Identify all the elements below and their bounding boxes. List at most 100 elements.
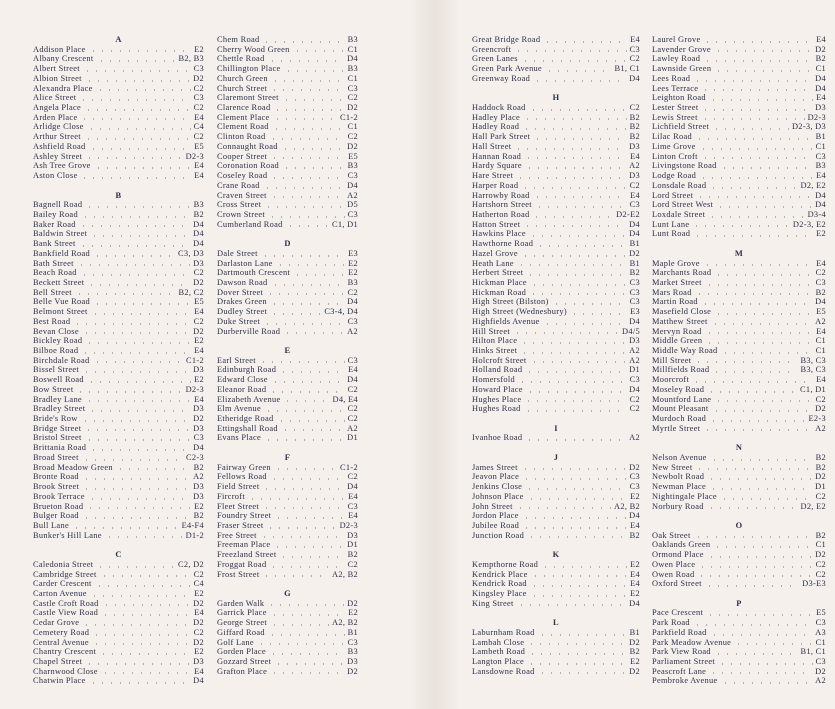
- street-name: Chem Road: [217, 35, 260, 44]
- street-entry: Bronte Road A2: [33, 472, 204, 482]
- leader-dots: [520, 351, 627, 354]
- leader-dots: [719, 167, 813, 170]
- street-name: King Street: [472, 598, 514, 608]
- street-entry: Murdoch Road E2-3: [652, 414, 826, 424]
- street-entry: Owen Place C2: [652, 560, 826, 570]
- street-name: Newbolt Road: [652, 472, 705, 482]
- grid-reference: E3: [348, 248, 358, 258]
- street-name: Lunt Lane: [652, 219, 690, 229]
- leader-dots: [698, 147, 813, 150]
- street-entry: Boswell Road E2: [33, 375, 204, 385]
- street-entry: Ash Tree Grove E4: [33, 161, 204, 171]
- street-name: Maple Grove: [652, 258, 700, 268]
- grid-reference: C2: [815, 569, 826, 579]
- street-name: Cumberland Road: [217, 219, 283, 229]
- leader-dots: [264, 410, 345, 413]
- leader-dots: [270, 312, 322, 315]
- grid-reference: C1: [815, 637, 826, 647]
- grid-reference: C3: [629, 277, 640, 287]
- street-name: Jenkins Close: [472, 482, 523, 492]
- grid-reference: C2: [193, 627, 204, 637]
- leader-dots: [270, 283, 345, 286]
- street-name: Nightingale Place: [652, 491, 717, 501]
- street-name: James Street: [472, 462, 518, 472]
- street-entry: Homersfold C3: [472, 375, 640, 385]
- street-entry: Hadley Road B2: [472, 122, 640, 132]
- grid-reference: C3: [193, 64, 204, 74]
- grid-reference: D4: [815, 200, 826, 210]
- street-name: Albert Street: [33, 64, 80, 74]
- grid-reference: C2: [347, 414, 358, 424]
- leader-dots: [697, 575, 813, 578]
- street-entry: Highfields Avenue D4: [472, 317, 640, 327]
- street-name: Hawthorne Road: [472, 239, 534, 249]
- street-name: Jordon Place: [472, 511, 519, 521]
- street-entry: Leighton Road E4: [652, 93, 826, 103]
- grid-reference: E4-F4: [181, 520, 204, 530]
- grid-reference: D3: [347, 530, 358, 540]
- leader-dots: [693, 235, 814, 238]
- leader-dots: [274, 516, 346, 519]
- street-name: Baker Road: [33, 219, 76, 229]
- leader-dots: [86, 128, 191, 131]
- street-name: Connaught Road: [217, 141, 278, 151]
- leader-dots: [527, 536, 627, 539]
- street-name: Marchants Road: [652, 268, 712, 278]
- grid-reference: D2: [347, 103, 358, 113]
- leader-dots: [261, 507, 345, 510]
- leader-dots: [720, 682, 813, 685]
- leader-dots: [520, 342, 627, 344]
- street-entry: Lawnside Green C1: [652, 64, 826, 74]
- leader-dots: [516, 264, 627, 267]
- street-entry: Fircroft E4: [217, 492, 358, 502]
- street-name: Hadley Place: [472, 112, 521, 122]
- leader-dots: [693, 536, 813, 539]
- street-name: Arthur Street: [33, 132, 81, 142]
- leader-dots: [694, 361, 798, 364]
- street-name: Field Street: [217, 482, 260, 492]
- grid-reference: D2-3, E2: [792, 219, 826, 229]
- leader-dots: [283, 400, 330, 403]
- street-entry: Edward Close D4: [217, 375, 358, 385]
- grid-reference: D5: [347, 200, 358, 210]
- street-name: Duke Street: [217, 316, 261, 326]
- grid-reference: C2: [347, 404, 358, 414]
- street-name: Highfields Avenue: [472, 316, 540, 326]
- street-entry: Cooper Street E5: [217, 152, 358, 162]
- street-name: Fairway Green: [217, 462, 271, 472]
- leader-dots: [99, 575, 191, 578]
- grid-reference: E4: [348, 511, 358, 521]
- street-name: Drakes Green: [217, 297, 267, 307]
- leader-dots: [263, 322, 345, 325]
- street-name: New Street: [652, 462, 693, 472]
- street-name: Kingsley Place: [472, 588, 527, 598]
- leader-dots: [522, 128, 627, 131]
- street-name: Kempthorne Road: [472, 559, 539, 569]
- leader-dots: [714, 312, 814, 315]
- grid-reference: D4: [347, 375, 358, 385]
- street-name: Herbert Street: [472, 268, 524, 278]
- grid-reference: D2: [193, 414, 204, 424]
- leader-dots: [708, 99, 814, 102]
- street-entry: Cross Street D5: [217, 200, 358, 210]
- street-entry: Angela Place C2: [33, 103, 204, 113]
- street-name: Mervyn Road: [652, 326, 702, 336]
- street-name: Bailey Road: [33, 209, 78, 219]
- grid-reference: E4: [630, 520, 640, 530]
- street-name: Caledonia Street: [33, 559, 94, 569]
- grid-reference: E4: [194, 608, 204, 618]
- leader-dots: [543, 40, 628, 43]
- street-name: Matthew Street: [652, 316, 708, 326]
- street-name: Golf Lane: [217, 637, 254, 647]
- street-entry: Hughes Place C2: [472, 395, 640, 405]
- grid-reference: B2: [815, 287, 826, 297]
- street-entry: Lilac Road B1: [652, 132, 826, 142]
- grid-reference: B2: [629, 530, 640, 540]
- street-entry: Laurel Grove E4: [652, 35, 826, 45]
- section-spacer: [33, 540, 204, 550]
- street-entry: Mill Street B3, C3: [652, 356, 826, 366]
- street-name: Belle Vue Road: [33, 297, 91, 307]
- grid-reference: C2: [347, 93, 358, 103]
- street-entry: Fairway Green C1-2: [217, 463, 358, 473]
- street-entry: Greencroft C3: [472, 45, 640, 55]
